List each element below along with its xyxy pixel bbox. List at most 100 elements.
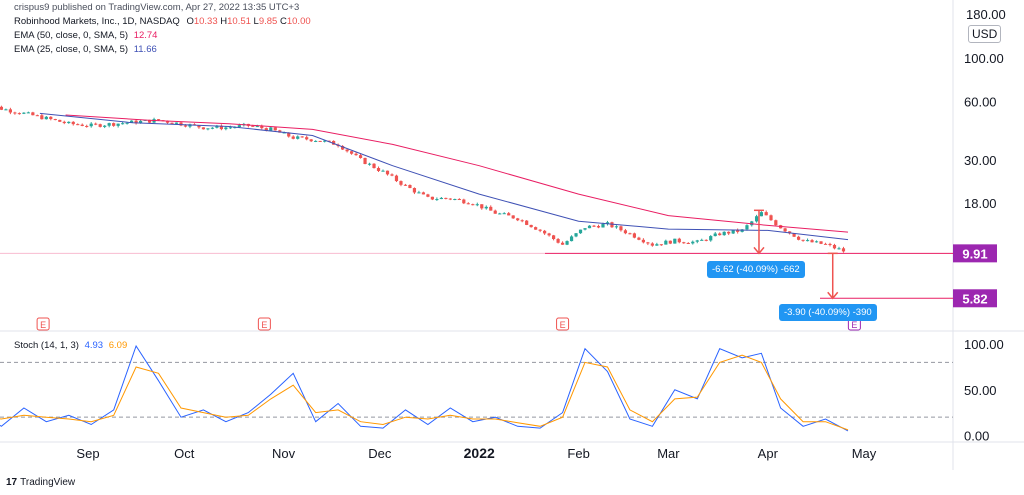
candle-body <box>610 222 614 228</box>
low-value: 9.85 <box>258 16 278 27</box>
candle-body <box>390 174 394 176</box>
candle-body <box>502 213 506 215</box>
earnings-marker-label: E <box>851 320 857 330</box>
stoch-tick-label: 100.00 <box>964 337 1004 352</box>
candle-body <box>475 204 479 206</box>
candle-body <box>165 120 170 123</box>
candle-body <box>462 199 466 204</box>
candle-body <box>695 240 699 242</box>
candle-body <box>565 241 569 245</box>
candle-body <box>516 218 520 221</box>
stoch-tick-label: 0.00 <box>964 428 989 443</box>
candle-body <box>426 194 430 197</box>
candles-group <box>0 105 846 253</box>
candle-body <box>206 128 210 130</box>
candle-body <box>296 136 300 139</box>
candle-body <box>547 233 551 236</box>
candle-body <box>13 112 17 114</box>
candle-body <box>358 155 363 158</box>
measure-callout-1: -6.62 (-40.09%) -662 <box>707 261 805 278</box>
earnings-marker-label: E <box>261 320 267 330</box>
candle-body <box>408 184 412 189</box>
candle-body <box>507 213 511 216</box>
candle-body <box>722 231 726 236</box>
price-level-tag <box>953 289 997 308</box>
price-level-tag <box>953 244 997 263</box>
candle-body <box>385 170 390 175</box>
candle-body <box>574 233 578 237</box>
candle-body <box>125 122 129 124</box>
candle-body <box>704 239 708 241</box>
candle-body <box>543 230 547 234</box>
candle-body <box>673 238 677 244</box>
candle-body <box>619 226 623 231</box>
candle-body <box>273 127 277 131</box>
candle-body <box>587 225 592 229</box>
candle-body <box>805 240 810 242</box>
candle-body <box>718 233 722 236</box>
candle-body <box>210 127 215 129</box>
candle-body <box>85 125 89 127</box>
candle-body <box>179 122 183 126</box>
candle-body <box>810 240 814 243</box>
ema25-line <box>39 112 849 241</box>
candle-body <box>525 220 529 225</box>
candle-body <box>823 243 828 245</box>
candle-body <box>197 125 201 128</box>
symbol-name: Robinhood Markets, Inc., 1D, NASDAQ <box>14 16 180 27</box>
candle-body <box>327 140 331 142</box>
close-value: 10.00 <box>286 16 311 27</box>
candle-body <box>686 243 690 245</box>
candle-body <box>58 119 62 122</box>
candle-body <box>435 199 439 201</box>
candle-body <box>394 175 399 182</box>
candle-body <box>8 109 12 113</box>
candle-body <box>731 229 735 234</box>
candle-body <box>363 157 367 165</box>
candle-body <box>174 122 179 124</box>
candle-body <box>107 123 111 126</box>
candle-body <box>745 225 749 230</box>
candle-body <box>354 153 358 156</box>
candle-body <box>201 127 206 130</box>
earnings-marker <box>257 317 271 331</box>
candle-body <box>783 228 787 232</box>
ema25-legend: EMA (25, close, 0, SMA, 5) 11.66 <box>14 44 157 55</box>
candle-body <box>832 244 837 249</box>
ema50-line <box>65 114 849 233</box>
candle-body <box>112 123 116 126</box>
price-tick-label: 60.00 <box>964 94 997 109</box>
currency-badge[interactable]: USD <box>968 25 1002 43</box>
price-level-label: 9.91 <box>962 246 987 261</box>
candle-body <box>417 192 421 194</box>
candle-body <box>668 240 672 244</box>
candle-body <box>4 109 8 111</box>
candle-body <box>511 215 515 219</box>
candle-body <box>471 204 475 206</box>
brand-footer[interactable]: 17 TradingView <box>6 477 75 488</box>
candle-body <box>457 199 461 201</box>
candle-body <box>49 116 53 120</box>
candle-body <box>62 121 66 124</box>
candle-body <box>682 242 686 244</box>
candle-body <box>98 124 102 127</box>
publisher-line: crispus9 published on TradingView.com, A… <box>14 2 300 13</box>
earnings-marker-label: E <box>40 320 46 330</box>
stoch-k-line <box>0 344 849 432</box>
candle-body <box>801 239 805 241</box>
candle-body <box>219 125 223 130</box>
time-tick-label: Mar <box>657 446 680 461</box>
candle-body <box>170 122 174 124</box>
symbol-legend: Robinhood Markets, Inc., 1D, NASDAQ O10.… <box>14 16 311 27</box>
candle-body <box>381 170 385 172</box>
candle-body <box>841 248 846 252</box>
candle-body <box>727 231 731 234</box>
candle-body <box>605 222 610 224</box>
time-tick-label: Nov <box>272 446 296 461</box>
candle-body <box>121 123 125 125</box>
candle-body <box>828 243 832 245</box>
time-tick-label: 2022 <box>464 445 495 461</box>
measure-arrow-head <box>753 246 765 255</box>
stoch-d-line <box>0 354 849 431</box>
